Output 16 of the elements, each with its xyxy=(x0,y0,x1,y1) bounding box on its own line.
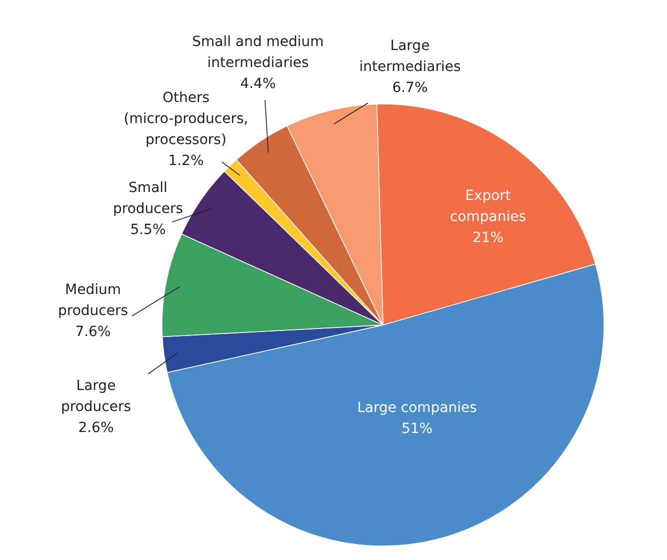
slice-label: Medium producers xyxy=(58,282,128,319)
data-label: 51% xyxy=(401,421,433,437)
slice-label: Small producers xyxy=(112,180,184,217)
data-label: 2.6% xyxy=(78,420,114,436)
data-label: 6.7% xyxy=(392,80,428,96)
slice-label: Others (micro-producers, processors) xyxy=(124,90,248,148)
slice-label: Large intermediaries xyxy=(359,38,461,75)
slice-label: Small and medium intermediaries xyxy=(192,34,324,71)
data-label: 21% xyxy=(472,230,504,246)
data-label: 7.6% xyxy=(75,324,111,340)
data-label: 4.4% xyxy=(240,76,276,92)
data-label: 1.2% xyxy=(168,153,204,169)
slice-label: Large companies xyxy=(357,400,477,416)
data-label: 5.5% xyxy=(130,222,166,238)
slice-label: Large producers xyxy=(60,378,132,415)
slice-label: Export companies xyxy=(450,188,526,225)
